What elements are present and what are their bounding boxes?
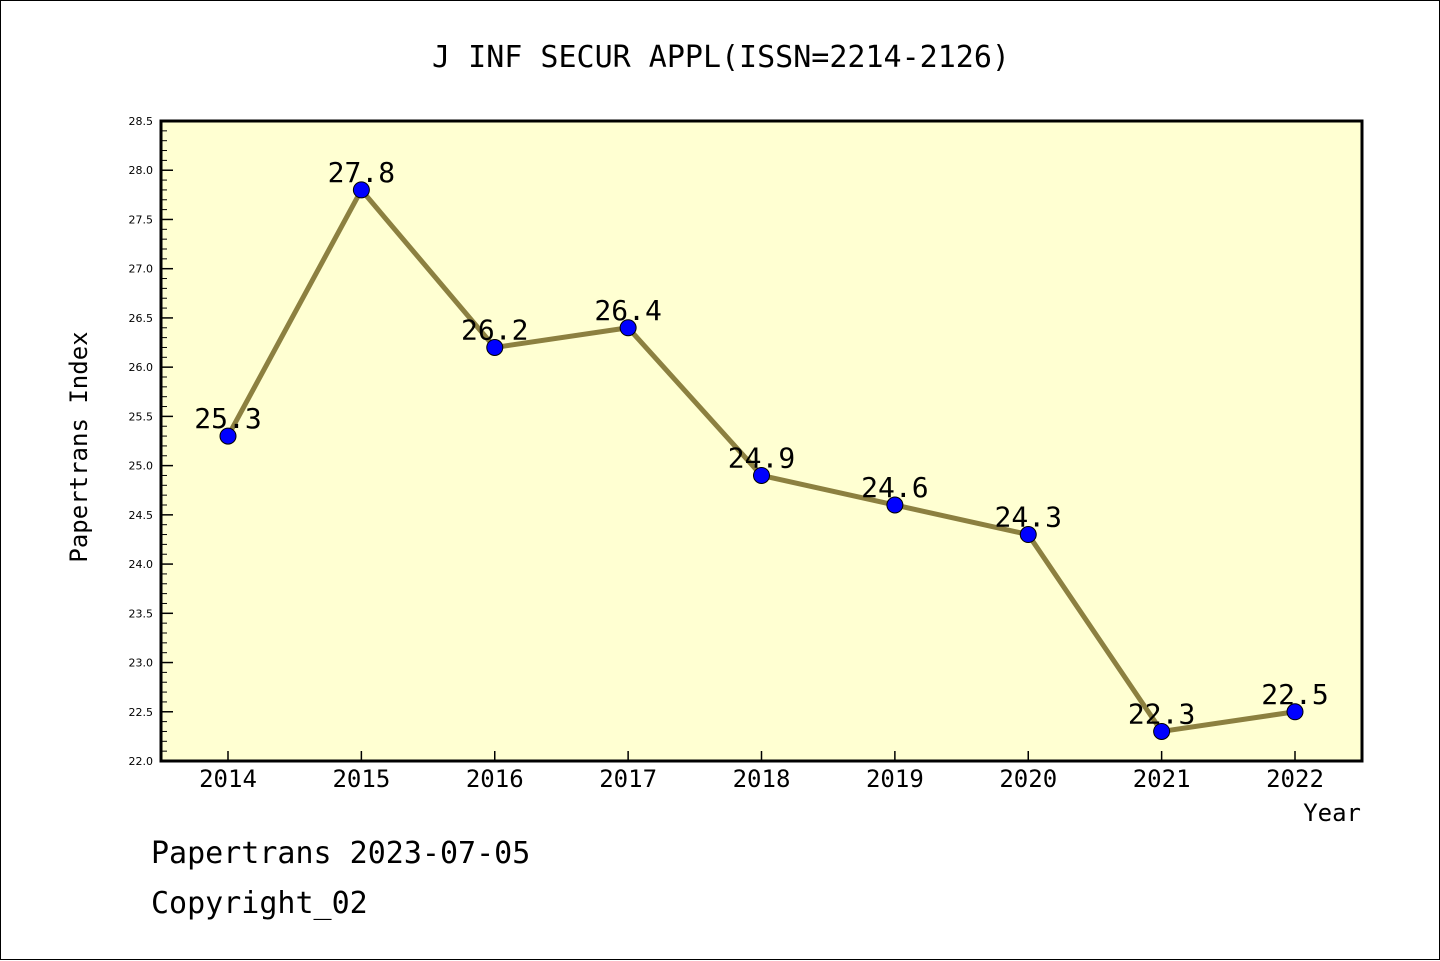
plot-border — [159, 119, 1364, 763]
y-tick-label: 23.5 — [129, 607, 154, 620]
data-point — [1019, 526, 1037, 544]
plot-area — [161, 121, 1362, 761]
y-tick-label: 28.0 — [129, 164, 154, 177]
data-point — [486, 338, 504, 356]
y-tick-label: 27.0 — [129, 263, 154, 276]
y-tick-label: 26.5 — [129, 312, 154, 325]
data-label: 22.3 — [1128, 697, 1195, 730]
x-tick-label: 2015 — [332, 765, 390, 793]
x-tick-label: 2018 — [733, 765, 791, 793]
footer-copyright: Copyright_02 — [151, 886, 368, 921]
data-point — [1153, 722, 1171, 740]
data-label: 26.4 — [594, 294, 661, 327]
data-point — [753, 466, 770, 484]
x-tick-label: 2017 — [599, 765, 657, 793]
x-tick-label: 2021 — [1133, 765, 1191, 793]
data-point — [1286, 703, 1304, 721]
x-tick-label: 2022 — [1266, 765, 1324, 793]
data-point — [352, 181, 370, 199]
y-tick-label: 22.0 — [129, 755, 154, 768]
data-label: 27.8 — [328, 156, 395, 189]
data-label: 24.3 — [995, 501, 1062, 534]
data-label: 22.5 — [1261, 678, 1328, 711]
y-axis: 22.0 22.5 23.0 23.5 24.0 24.5 25.0 25.5 26.0 26.5… — [129, 115, 173, 768]
data-label: 26.2 — [461, 313, 528, 346]
y-tick-label: 25.5 — [129, 410, 154, 423]
data-label: 25.3 — [194, 402, 261, 435]
footer-date: Papertrans 2023-07-05 — [151, 836, 531, 871]
data-label: 24.9 — [728, 441, 795, 474]
x-tick-label: 2014 — [199, 765, 257, 793]
y-tick-label: 28.5 — [129, 115, 154, 128]
data-points — [219, 181, 1304, 740]
y-tick-label: 22.5 — [129, 706, 154, 719]
x-tick-label: 2016 — [466, 765, 524, 793]
data-point — [886, 496, 904, 514]
y-tick-label: 24.5 — [129, 509, 154, 522]
data-point — [219, 427, 237, 445]
x-axis-label: Year — [1303, 799, 1361, 827]
y-tick-label: 24.0 — [129, 558, 154, 571]
data-point — [619, 319, 637, 337]
y-tick-label: 23.0 — [129, 657, 154, 670]
data-label: 24.6 — [861, 471, 928, 504]
y-tick-label: 26.0 — [129, 361, 154, 374]
chart-title: J INF SECUR APPL(ISSN=2214-2126) — [432, 40, 1010, 75]
y-tick-label: 25.0 — [129, 460, 154, 473]
y-axis-label: Papertrans Index — [65, 331, 93, 562]
x-tick-label: 2020 — [999, 765, 1057, 793]
x-tick-label: 2019 — [866, 765, 924, 793]
data-labels: 25.3 27.8 26.2 26.4 24.9 24.6 24.3 22.3 22.5 — [194, 156, 1328, 731]
y-tick-label: 27.5 — [129, 213, 154, 226]
x-axis: 2014 2015 2016 2017 2018 2019 2020 2021 2022 — [199, 751, 1324, 793]
